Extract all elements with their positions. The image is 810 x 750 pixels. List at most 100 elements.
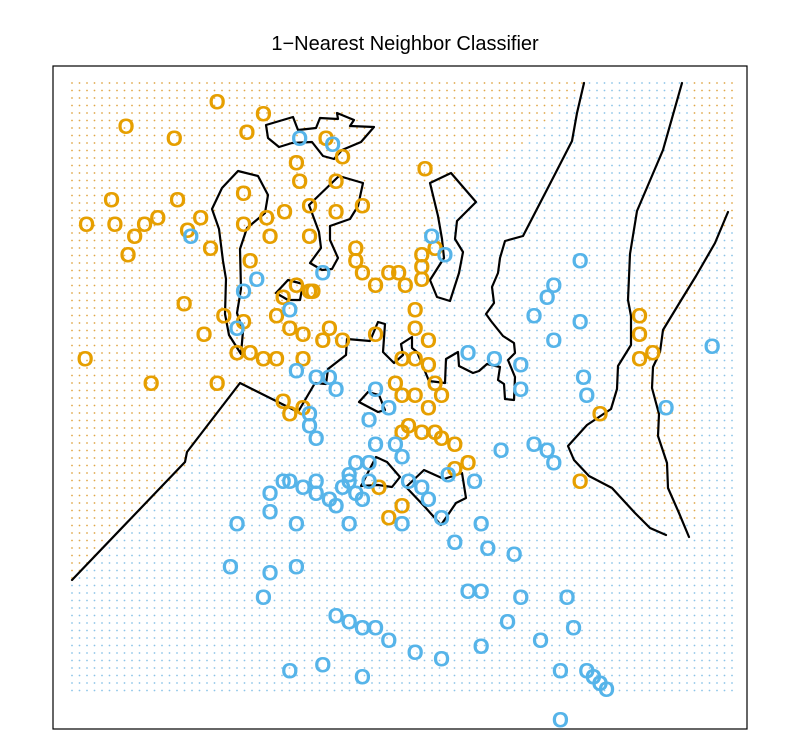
- grid-dot: [491, 194, 493, 197]
- grid-dot: [333, 427, 336, 429]
- grid-dot: [243, 644, 246, 647]
- grid-dot: [423, 449, 426, 452]
- grid-dot: [258, 262, 261, 264]
- grid-dot: [341, 652, 343, 654]
- grid-dot: [213, 412, 216, 414]
- grid-dot: [416, 119, 418, 122]
- grid-dot: [116, 442, 118, 444]
- grid-dot: [213, 547, 216, 549]
- grid-dot: [116, 682, 118, 684]
- grid-dot: [453, 427, 456, 429]
- grid-dot: [131, 487, 133, 489]
- grid-dot: [86, 434, 88, 437]
- grid-dot: [341, 644, 343, 647]
- grid-dot: [116, 449, 118, 452]
- grid-dot: [86, 262, 88, 264]
- grid-dot: [243, 164, 246, 167]
- grid-dot: [326, 599, 328, 602]
- grid-dot: [116, 562, 118, 564]
- grid-dot: [153, 292, 156, 294]
- grid-dot: [288, 314, 291, 317]
- grid-dot: [138, 592, 141, 594]
- grid-dot: [101, 629, 103, 632]
- grid-dot: [236, 217, 238, 219]
- grid-dot: [483, 562, 486, 564]
- grid-dot: [146, 314, 148, 317]
- grid-dot: [153, 299, 156, 302]
- grid-dot: [78, 652, 81, 654]
- grid-dot: [161, 494, 163, 497]
- grid-dot: [311, 614, 313, 617]
- grid-dot: [86, 494, 88, 497]
- grid-dot: [288, 652, 291, 654]
- grid-dot: [236, 592, 238, 594]
- grid-dot: [78, 404, 81, 407]
- grid-dot: [153, 382, 156, 384]
- grid-dot: [123, 232, 126, 234]
- grid-dot: [191, 667, 193, 669]
- grid-dot: [266, 254, 268, 257]
- grid-dot: [513, 299, 516, 302]
- grid-dot: [506, 187, 508, 189]
- grid-dot: [206, 164, 208, 167]
- grid-dot: [108, 97, 111, 99]
- grid-dot: [93, 82, 96, 84]
- grid-dot: [258, 569, 261, 572]
- grid-dot: [243, 404, 246, 407]
- grid-dot: [393, 667, 396, 669]
- grid-dot: [101, 254, 103, 257]
- grid-dot: [446, 502, 448, 504]
- grid-dot: [266, 104, 268, 107]
- grid-dot: [123, 577, 126, 579]
- grid-dot: [258, 404, 261, 407]
- grid-dot: [423, 547, 426, 549]
- grid-dot: [483, 262, 486, 264]
- grid-dot: [251, 104, 253, 107]
- grid-dot: [146, 337, 148, 339]
- grid-dot: [71, 97, 73, 99]
- grid-dot: [491, 479, 493, 482]
- grid-dot: [116, 404, 118, 407]
- grid-dot: [341, 134, 343, 137]
- grid-dot: [266, 427, 268, 429]
- grid-dot: [198, 494, 201, 497]
- grid-dot: [513, 194, 516, 197]
- grid-dot: [86, 97, 88, 99]
- grid-dot: [176, 367, 178, 369]
- grid-dot: [86, 337, 88, 339]
- grid-dot: [483, 179, 486, 182]
- grid-dot: [123, 592, 126, 594]
- grid-dot: [228, 517, 231, 519]
- grid-dot: [101, 562, 103, 564]
- grid-dot: [371, 404, 373, 407]
- grid-dot: [408, 157, 411, 159]
- grid-dot: [468, 149, 471, 152]
- grid-dot: [206, 547, 208, 549]
- grid-dot: [296, 659, 298, 662]
- grid-dot: [461, 119, 463, 122]
- grid-dot: [513, 292, 516, 294]
- grid-dot: [78, 97, 81, 99]
- grid-dot: [431, 464, 433, 467]
- grid-dot: [303, 584, 306, 587]
- grid-dot: [168, 412, 171, 414]
- grid-dot: [251, 307, 253, 309]
- grid-dot: [483, 292, 486, 294]
- grid-dot: [468, 659, 471, 662]
- grid-dot: [161, 299, 163, 302]
- grid-dot: [401, 329, 403, 332]
- grid-dot: [206, 187, 208, 189]
- grid-dot: [183, 187, 186, 189]
- grid-dot: [318, 134, 321, 137]
- grid-dot: [108, 614, 111, 617]
- grid-dot: [93, 622, 96, 624]
- grid-dot: [71, 599, 73, 602]
- grid-dot: [378, 307, 381, 309]
- grid-dot: [311, 667, 313, 669]
- grid-dot: [281, 397, 283, 399]
- grid-dot: [198, 284, 201, 287]
- grid-dot: [228, 112, 231, 114]
- grid-dot: [221, 547, 223, 549]
- grid-dot: [138, 254, 141, 257]
- grid-dot: [123, 532, 126, 534]
